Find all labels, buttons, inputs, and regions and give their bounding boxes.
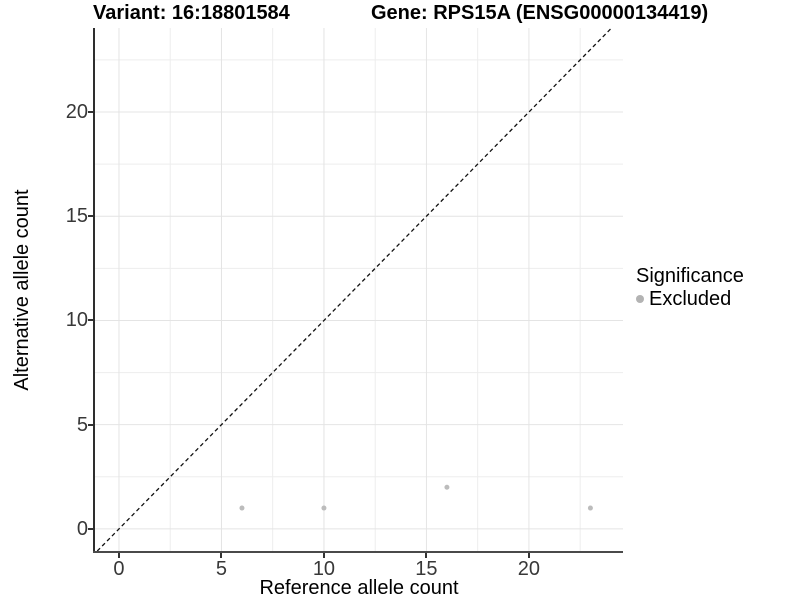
y-tick-mark: [88, 319, 93, 322]
x-tick-mark: [527, 553, 530, 558]
legend-item-label: Excluded: [649, 288, 732, 310]
x-axis-title: Reference allele count: [259, 577, 459, 599]
data-point: [587, 505, 593, 511]
y-tick-label: 10: [65, 309, 88, 332]
x-tick-label: 5: [215, 558, 228, 580]
x-tick-mark: [425, 553, 428, 558]
legend-title: Significance: [636, 265, 744, 287]
identity-line: [96, 27, 612, 552]
data-point: [444, 484, 450, 490]
x-tick-label: 15: [415, 558, 438, 580]
y-tick-label: 0: [76, 517, 88, 540]
x-tick-label: 0: [113, 558, 125, 580]
x-tick-mark: [322, 553, 325, 558]
plot-title-gene: Gene: RPS15A (ENSG00000134419): [371, 2, 709, 24]
plot-canvas: [95, 27, 623, 552]
plot-title-variant: Variant: 16:18801584: [93, 2, 290, 24]
y-tick-mark: [88, 215, 93, 218]
y-tick-label: 5: [76, 413, 88, 436]
y-tick-mark: [88, 423, 93, 426]
excluded-point-icon: [636, 295, 644, 303]
legend-item-excluded: Excluded: [636, 288, 744, 310]
x-axis-line: [93, 551, 623, 553]
plot-panel: [95, 27, 623, 552]
y-axis-line: [93, 28, 95, 553]
y-tick-label: 20: [65, 101, 88, 123]
x-tick-label: 20: [517, 558, 541, 580]
data-point: [239, 505, 245, 511]
data-point: [321, 505, 327, 511]
legend: Significance Excluded: [636, 264, 744, 310]
x-tick-mark: [117, 553, 120, 558]
x-tick-mark: [220, 553, 223, 558]
x-tick-label: 10: [312, 558, 336, 580]
y-tick-label: 15: [65, 205, 88, 228]
y-tick-mark: [88, 527, 93, 530]
y-axis-title: Alternative allele count: [11, 188, 33, 391]
y-tick-mark: [88, 111, 93, 113]
